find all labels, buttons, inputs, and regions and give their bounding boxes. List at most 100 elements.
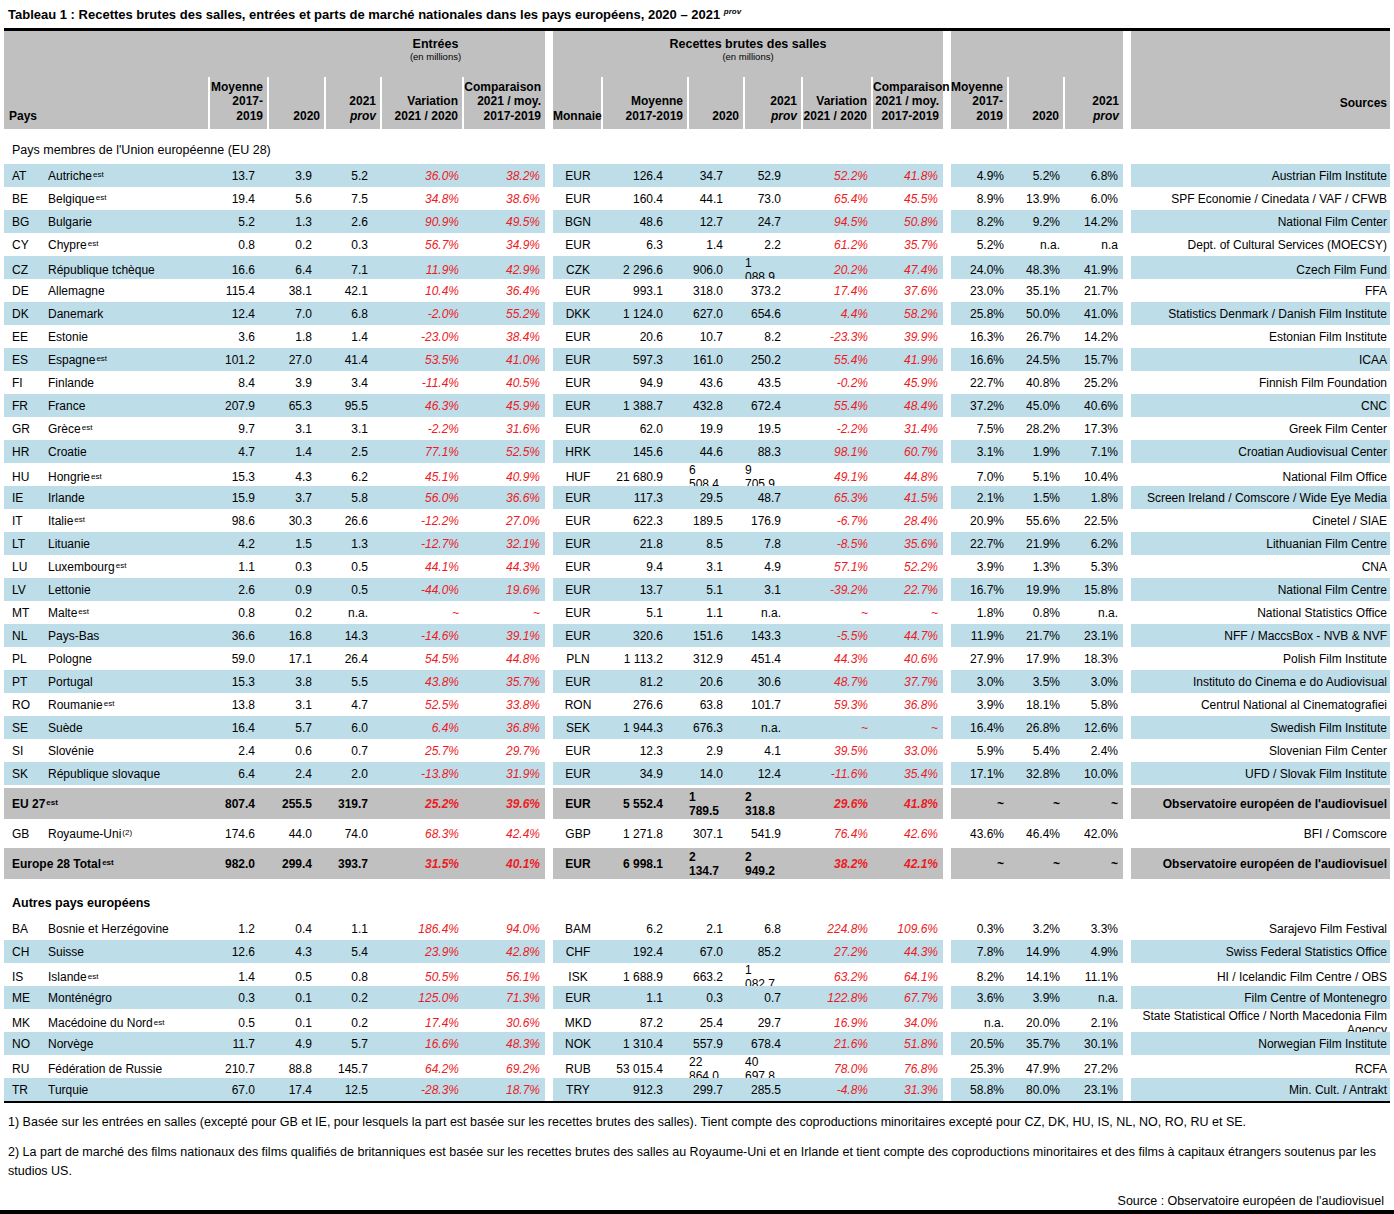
currency: EUR [553, 394, 603, 417]
table-row: MT Malteest 0.8 0.2 n.a. ~ ~ EUR 5.1 1.1… [4, 601, 1390, 624]
market-share-2020: 32.8% [1009, 762, 1065, 785]
gbo-comparison-2021-avg: 40.6% [873, 647, 943, 670]
entries-variation-2021-2020: 53.5% [382, 348, 464, 371]
gbo-comparison-2021-avg: 67.7% [873, 986, 943, 1009]
country-name: Europe 28 Totalest [4, 848, 210, 879]
gbo-2020: 3.1 [689, 555, 745, 578]
group-divider [943, 986, 951, 1009]
country-name: Portugal [44, 670, 210, 693]
group-divider [1123, 1032, 1131, 1055]
country-name: Luxembourgest [44, 555, 210, 578]
gbo-comparison-2021-avg: 39.9% [873, 325, 943, 348]
market-share-avg-2017-2019: 16.6% [951, 348, 1009, 371]
gbo-variation-2021-2020: 44.3% [803, 647, 873, 670]
gbo-2020: 5.1 [689, 578, 745, 601]
country-code: BA [4, 917, 44, 940]
gbo-avg-2017-2019: 160.4 [603, 187, 689, 210]
country-code: LT [4, 532, 44, 555]
entries-2020: 16.8 [269, 624, 326, 647]
market-share-avg-2017-2019: 20.5% [951, 1032, 1009, 1055]
gbo-2021: 88.3 [745, 440, 803, 463]
country-code: DE [4, 279, 44, 302]
table-row: NO Norvège 11.7 4.9 5.7 16.6% 48.3% NOK … [4, 1032, 1390, 1055]
country-name: Roumanieest [44, 693, 210, 716]
group-divider [1123, 848, 1131, 879]
entries-2021: 14.3 [326, 624, 382, 647]
currency: EUR [553, 555, 603, 578]
entries-2020: 4.3 [269, 940, 326, 963]
group-divider [1123, 509, 1131, 532]
gbo-avg-2017-2019: 5.1 [603, 601, 689, 624]
market-share-avg-2017-2019: 16.3% [951, 325, 1009, 348]
entries-2020: 0.6 [269, 739, 326, 762]
entries-avg-2017-2019: 1.2 [210, 917, 269, 940]
entries-comparison-2021-avg: 18.7% [464, 1078, 545, 1101]
group-divider [943, 440, 951, 463]
gbo-variation-2021-2020: 65.3% [803, 486, 873, 509]
table-row: LU Luxembourgest 1.1 0.3 0.5 44.1% 44.3%… [4, 555, 1390, 578]
market-share-2020: 28.2% [1009, 417, 1065, 440]
column-header-recettes-2021: 2021prov [745, 77, 803, 129]
entries-avg-2017-2019: 13.8 [210, 693, 269, 716]
source-line: Source : Observatoire européen de l'audi… [8, 1192, 1386, 1210]
source-name: Lithuanian Film Centre [1131, 532, 1390, 555]
gbo-comparison-2021-avg: 37.7% [873, 670, 943, 693]
gbo-variation-2021-2020: 59.3% [803, 693, 873, 716]
market-share-2020: 13.9% [1009, 187, 1065, 210]
gbo-2021: 4.9 [745, 555, 803, 578]
entries-comparison-2021-avg: 38.4% [464, 325, 545, 348]
table-row: LV Lettonie 2.6 0.9 0.5 -44.0% 19.6% EUR… [4, 578, 1390, 601]
currency: GBP [553, 822, 603, 845]
group-divider [545, 822, 553, 845]
estimate-superscript: est [74, 515, 85, 524]
table-row: GR Grèceest 9.7 3.1 3.1 -2.2% 31.6% EUR … [4, 417, 1390, 440]
entries-2021: 42.1 [326, 279, 382, 302]
gbo-variation-2021-2020: 76.4% [803, 822, 873, 845]
entries-avg-2017-2019: 9.7 [210, 417, 269, 440]
entries-2020: 30.3 [269, 509, 326, 532]
group-divider [943, 601, 951, 624]
country-code: IT [4, 509, 44, 532]
gbo-variation-2021-2020: ~ [803, 716, 873, 739]
gbo-variation-2021-2020: 17.4% [803, 279, 873, 302]
gbo-avg-2017-2019: 192.4 [603, 940, 689, 963]
gbo-comparison-2021-avg: 41.8% [873, 788, 943, 819]
entries-avg-2017-2019: 982.0 [210, 848, 269, 879]
entries-variation-2021-2020: 44.1% [382, 555, 464, 578]
source-name: Norwegian Film Institute [1131, 1032, 1390, 1055]
gbo-variation-2021-2020: 4.4% [803, 302, 873, 325]
entries-comparison-2021-avg: 27.0% [464, 509, 545, 532]
entries-comparison-2021-avg: 19.6% [464, 578, 545, 601]
source-name: ICAA [1131, 348, 1390, 371]
country-name: EU 27est [4, 788, 210, 819]
currency: EUR [553, 164, 603, 187]
market-share-2020: 21.7% [1009, 624, 1065, 647]
gbo-variation-2021-2020: 55.4% [803, 394, 873, 417]
entries-comparison-2021-avg: 55.2% [464, 302, 545, 325]
group-divider [545, 848, 553, 879]
entries-2020: 3.9 [269, 371, 326, 394]
group-divider [943, 164, 951, 187]
country-code: GB [4, 822, 44, 845]
entries-comparison-2021-avg: 32.1% [464, 532, 545, 555]
country-code: AT [4, 164, 44, 187]
currency: EUR [553, 788, 603, 819]
entries-2020: 7.0 [269, 302, 326, 325]
entries-comparison-2021-avg: 31.6% [464, 417, 545, 440]
entries-avg-2017-2019: 6.4 [210, 762, 269, 785]
entries-avg-2017-2019: 0.3 [210, 986, 269, 1009]
market-share-avg-2017-2019: 58.8% [951, 1078, 1009, 1101]
market-share-2021: ~ [1065, 848, 1123, 879]
currency: EUR [553, 348, 603, 371]
market-share-2021: 17.3% [1065, 417, 1123, 440]
market-share-avg-2017-2019: 7.8% [951, 940, 1009, 963]
table-row: Europe 28 Totalest 982.0 299.4 393.7 31.… [4, 848, 1390, 879]
entries-comparison-2021-avg: 38.6% [464, 187, 545, 210]
country-name: Pologne [44, 647, 210, 670]
market-share-avg-2017-2019: ~ [951, 848, 1009, 879]
group-divider [545, 509, 553, 532]
source-name: Dept. of Cultural Services (MOECSY) [1131, 233, 1390, 256]
gbo-2021: 52.9 [745, 164, 803, 187]
gbo-avg-2017-2019: 622.3 [603, 509, 689, 532]
table-row: AT Autricheest 13.7 3.9 5.2 36.0% 38.2% … [4, 164, 1390, 187]
